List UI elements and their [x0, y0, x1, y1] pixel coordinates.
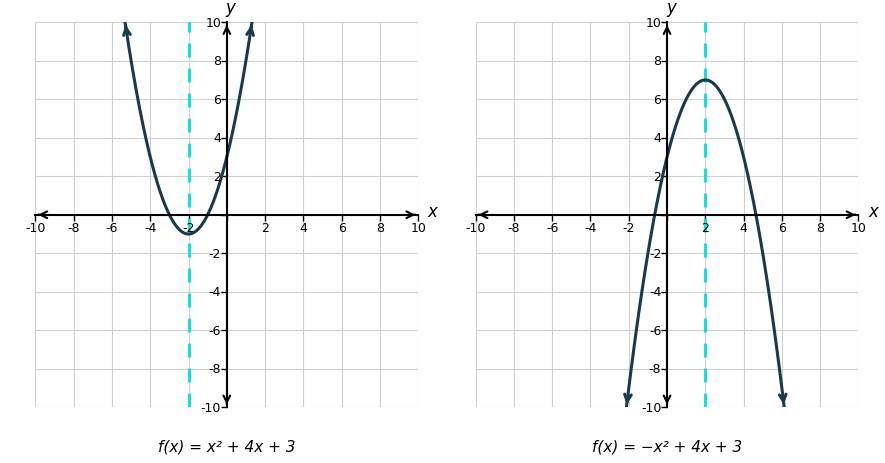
Text: -10: -10 — [466, 221, 486, 234]
Text: 4: 4 — [299, 221, 307, 234]
Text: -6: -6 — [649, 324, 661, 337]
Text: -2: -2 — [209, 247, 221, 260]
Text: -2: -2 — [649, 247, 661, 260]
Text: -6: -6 — [106, 221, 119, 234]
Text: 2: 2 — [213, 170, 221, 183]
Text: -4: -4 — [209, 286, 221, 299]
Text: -4: -4 — [144, 221, 157, 234]
Text: 6: 6 — [653, 94, 661, 106]
Text: -4: -4 — [584, 221, 596, 234]
Text: -10: -10 — [25, 221, 46, 234]
Text: y: y — [226, 0, 235, 18]
Text: -2: -2 — [622, 221, 635, 234]
Text: x: x — [427, 202, 438, 220]
Text: -10: -10 — [641, 401, 661, 414]
Text: f(x) = −x² + 4x + 3: f(x) = −x² + 4x + 3 — [592, 438, 743, 453]
Text: -8: -8 — [67, 221, 80, 234]
Text: 10: 10 — [411, 221, 427, 234]
Text: 4: 4 — [653, 132, 661, 145]
Text: 8: 8 — [816, 221, 824, 234]
Text: 4: 4 — [740, 221, 748, 234]
Text: -2: -2 — [182, 221, 195, 234]
Text: 8: 8 — [376, 221, 384, 234]
Text: -8: -8 — [209, 363, 221, 375]
Text: -6: -6 — [546, 221, 558, 234]
Text: 8: 8 — [653, 55, 661, 68]
Text: 6: 6 — [338, 221, 345, 234]
Text: -10: -10 — [201, 401, 221, 414]
Text: 2: 2 — [653, 170, 661, 183]
Text: 10: 10 — [205, 17, 221, 30]
Text: -8: -8 — [649, 363, 661, 375]
Text: f(x) = x² + 4x + 3: f(x) = x² + 4x + 3 — [158, 438, 296, 453]
Text: 10: 10 — [645, 17, 661, 30]
Text: 4: 4 — [213, 132, 221, 145]
Text: 2: 2 — [261, 221, 269, 234]
Text: -4: -4 — [649, 286, 661, 299]
Text: 6: 6 — [778, 221, 786, 234]
Text: -6: -6 — [209, 324, 221, 337]
Text: 2: 2 — [702, 221, 709, 234]
Text: 10: 10 — [850, 221, 866, 234]
Text: -8: -8 — [508, 221, 520, 234]
Text: y: y — [666, 0, 676, 18]
Text: 6: 6 — [213, 94, 221, 106]
Text: 8: 8 — [213, 55, 221, 68]
Text: x: x — [868, 202, 878, 220]
